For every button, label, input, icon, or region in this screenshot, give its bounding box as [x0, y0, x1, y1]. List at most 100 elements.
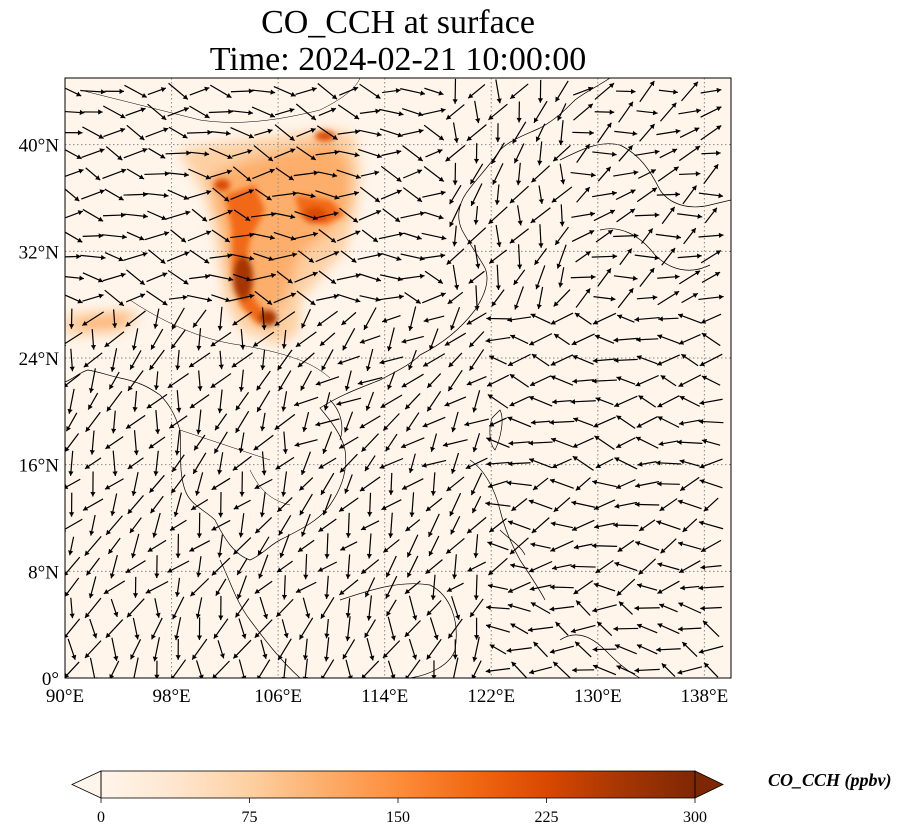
wind-arrow	[430, 574, 436, 601]
wind-arrow	[490, 142, 505, 165]
wind-arrow	[700, 87, 722, 94]
wind-arrow	[636, 623, 658, 634]
wind-arrow	[452, 78, 458, 104]
wind-arrow	[174, 577, 181, 597]
wind-arrow	[468, 331, 485, 348]
wind-arrow	[82, 498, 104, 511]
wind-arrow	[256, 370, 271, 391]
wind-arrow	[473, 534, 479, 558]
wind-arrow	[679, 459, 700, 467]
wind-arrow	[319, 332, 336, 347]
wind-arrow	[316, 310, 338, 327]
wind-arrow	[549, 584, 574, 590]
wind-arrow	[449, 203, 462, 228]
wind-arrow	[378, 231, 404, 240]
wind-arrow	[400, 253, 425, 261]
wind-arrow	[147, 87, 167, 96]
wind-arrow	[274, 212, 296, 220]
wind-arrow	[618, 144, 634, 162]
wind-arrow	[679, 476, 700, 492]
wind-arrow	[215, 578, 227, 597]
wind-arrow	[402, 187, 423, 203]
wind-arrow	[592, 358, 617, 364]
wind-arrow	[572, 667, 595, 673]
colorbar-tick-label: 75	[242, 809, 258, 826]
wind-arrow	[260, 412, 266, 432]
wind-arrow	[656, 354, 680, 366]
wind-arrow	[281, 329, 287, 349]
wind-arrow	[173, 492, 183, 517]
wind-arrow	[556, 244, 567, 269]
wind-arrow	[574, 312, 592, 325]
wind-arrow	[615, 189, 636, 201]
wind-arrow	[699, 458, 723, 469]
wind-arrow	[365, 391, 375, 411]
wind-arrow	[317, 171, 338, 178]
co-hotspot-5	[214, 179, 230, 191]
wind-arrow	[208, 109, 233, 115]
wind-arrow	[468, 270, 485, 284]
wind-arrow	[657, 274, 680, 280]
wind-arrow	[217, 306, 223, 331]
wind-arrow	[196, 328, 202, 351]
wind-arrow	[321, 659, 335, 678]
wind-arrow	[133, 430, 139, 456]
wind-arrow	[639, 123, 656, 142]
wind-arrow	[150, 328, 164, 350]
wind-arrow	[445, 537, 465, 555]
wind-arrow	[166, 251, 190, 262]
wind-arrow	[516, 205, 523, 226]
wind-arrow	[575, 288, 591, 308]
wind-arrow	[274, 148, 296, 159]
y-tick-label: 40°N	[19, 136, 60, 157]
wind-arrow	[636, 294, 658, 301]
wind-arrow	[533, 641, 548, 658]
wind-arrow	[509, 228, 529, 244]
wind-arrow	[513, 269, 526, 286]
wind-arrow	[634, 149, 660, 156]
wind-arrow	[211, 477, 231, 491]
wind-arrow	[597, 268, 612, 287]
wind-arrow	[401, 478, 424, 490]
wind-arrow	[510, 334, 529, 345]
wind-arrow	[250, 211, 277, 218]
wind-arrow	[700, 605, 722, 611]
wind-arrow	[576, 143, 591, 163]
wind-arrow	[316, 294, 339, 301]
wind-arrow	[256, 390, 271, 413]
wind-arrow	[189, 249, 210, 264]
wind-arrow	[297, 539, 315, 553]
wind-arrow	[576, 186, 591, 203]
wind-arrow	[656, 481, 680, 487]
wind-arrow	[423, 166, 445, 182]
wind-arrow	[678, 626, 702, 632]
wind-arrow	[613, 337, 639, 343]
wind-arrow	[472, 390, 481, 413]
wind-arrow	[169, 519, 187, 531]
wind-arrow	[144, 231, 170, 241]
wind-arrow	[254, 128, 273, 136]
wind-arrow	[570, 563, 596, 570]
border-mongolia	[79, 78, 361, 123]
wind-arrow	[212, 660, 230, 678]
wind-arrow	[469, 598, 484, 618]
wind-arrow	[338, 436, 359, 449]
wind-arrow	[212, 187, 230, 202]
wind-arrow	[466, 516, 487, 534]
wind-arrow	[639, 80, 655, 103]
wind-arrow	[379, 108, 404, 117]
wind-arrow	[467, 227, 487, 245]
wind-arrow	[403, 232, 422, 240]
wind-arrow	[528, 333, 553, 346]
wind-arrow	[387, 616, 396, 641]
wind-arrow	[294, 231, 319, 240]
wind-arrow	[678, 374, 702, 388]
wind-arrow	[253, 434, 274, 451]
wind-arrow	[677, 439, 703, 445]
wind-arrow	[379, 274, 403, 282]
colorbar-bar	[101, 771, 695, 798]
wind-arrow	[700, 125, 722, 141]
wind-arrow	[273, 86, 296, 97]
wind-arrow	[357, 376, 383, 386]
wind-arrow	[656, 191, 680, 197]
